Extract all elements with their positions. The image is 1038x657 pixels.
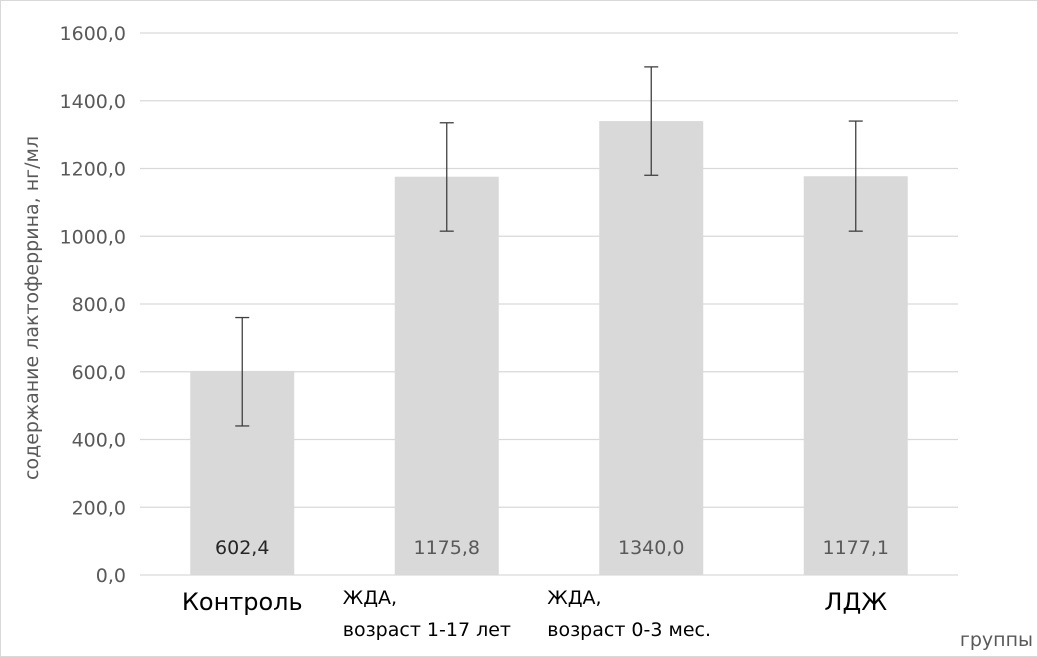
bar bbox=[599, 121, 704, 575]
y-tick-label: 400,0 bbox=[72, 430, 126, 452]
x-category-label: ЖДА, возраст 1-17 лет bbox=[343, 587, 511, 641]
y-tick-label: 200,0 bbox=[72, 497, 126, 519]
x-category-label-line: возраст 0-3 мес. bbox=[547, 619, 711, 641]
y-tick-label: 1200,0 bbox=[60, 159, 126, 181]
y-axis-label: содержание лактоферрина, нг/мл bbox=[21, 136, 43, 480]
x-category-label: ЖДА, возраст 0-3 мес. bbox=[547, 587, 711, 641]
bar bbox=[394, 176, 499, 575]
y-tick-label: 800,0 bbox=[72, 294, 126, 316]
x-category-label-line: возраст 1-17 лет bbox=[343, 619, 511, 641]
value-label: 1177,1 bbox=[823, 537, 889, 559]
x-category-label: Контроль bbox=[182, 588, 303, 616]
x-category-labels: Контроль ЖДА, возраст 1-17 лет ЖДА, возраст … bbox=[182, 587, 887, 641]
x-category-label: ЛДЖ bbox=[824, 588, 887, 616]
error-bars bbox=[235, 66, 863, 427]
value-label: 1175,8 bbox=[414, 537, 480, 559]
y-tick-label: 600,0 bbox=[72, 362, 126, 384]
value-label: 602,4 bbox=[215, 537, 269, 559]
x-category-label-line: ЖДА, bbox=[547, 587, 601, 609]
y-tick-label: 1600,0 bbox=[60, 23, 126, 45]
bar bbox=[803, 176, 908, 575]
y-tick-labels: 0,0 200,0 400,0 600,0 800,0 1000,0 1200,0 1400,… bbox=[60, 23, 126, 587]
value-labels: 602,4 1175,8 1340,0 1177,1 bbox=[215, 537, 889, 559]
x-category-label-line: ЖДА, bbox=[343, 587, 397, 609]
y-tick-label: 0,0 bbox=[96, 565, 126, 587]
y-tick-label: 1400,0 bbox=[60, 91, 126, 113]
value-label: 1340,0 bbox=[618, 537, 684, 559]
y-tick-label: 1000,0 bbox=[60, 226, 126, 248]
x-axis-label: группы bbox=[960, 629, 1033, 651]
